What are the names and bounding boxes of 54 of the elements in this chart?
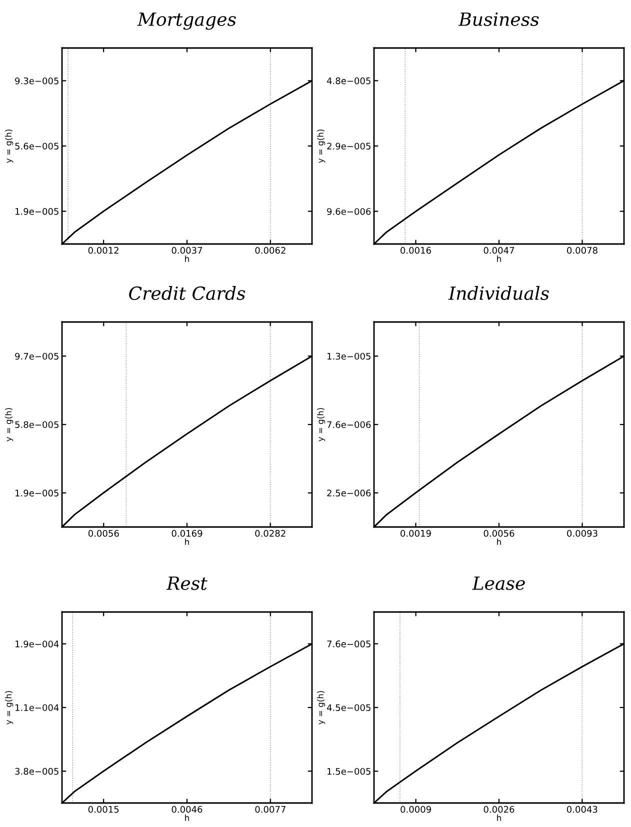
y-axis-title: y = g(h) <box>317 408 326 442</box>
y-tick-label: 1.9e−004 <box>16 640 59 648</box>
chart-title: Mortgages <box>137 12 236 30</box>
x-tick-label: 0.0077 <box>255 806 286 813</box>
y-tick-label: 2.9e−005 <box>327 142 370 150</box>
y-tick-label: 7.6e−005 <box>327 640 370 648</box>
y-axis-title: y = g(h) <box>317 130 326 163</box>
y-tick-label: 7.6e−006 <box>327 421 371 428</box>
y-axis-title: y = g(h) <box>317 691 326 724</box>
y-tick-label: 1.3e−005 <box>328 352 370 360</box>
y-tick-label: 5.8e−005 <box>15 421 58 428</box>
y-tick-label: 1.9e−005 <box>16 208 58 215</box>
x-tick-label: 0.0016 <box>400 246 431 254</box>
x-axis-title: h <box>185 814 189 821</box>
x-tick-label: 0.0062 <box>255 246 286 254</box>
chart-title: Lease <box>472 576 525 590</box>
x-tick-label: 0.0047 <box>484 246 514 254</box>
x-tick-label: 0.0282 <box>255 530 286 537</box>
y-tick-label: 1.1e−004 <box>16 704 59 712</box>
x-tick-label: 0.0056 <box>88 530 119 537</box>
x-tick-label: 0.0169 <box>172 530 202 537</box>
x-tick-label: 0.0078 <box>567 246 598 254</box>
y-tick-label: 9.6e−006 <box>327 208 371 215</box>
x-axis-title: h <box>497 538 501 545</box>
x-tick-label: 0.0026 <box>484 806 514 813</box>
x-axis-title: h <box>185 256 189 262</box>
x-tick-label: 0.0093 <box>567 530 598 537</box>
x-tick-label: 0.0037 <box>172 246 202 254</box>
x-tick-label: 0.0019 <box>400 530 431 537</box>
y-tick-label: 2.5e−006 <box>327 490 371 496</box>
y-axis-title: y = g(h) <box>5 130 14 163</box>
x-axis-title: h <box>497 256 501 262</box>
y-tick-label: 4.8e−005 <box>326 77 370 84</box>
x-tick-label: 0.0015 <box>88 806 119 813</box>
y-tick-label: 9.3e−005 <box>15 77 58 84</box>
x-axis-title: h <box>185 538 189 545</box>
y-tick-label: 1.5e−005 <box>328 768 370 775</box>
y-tick-label: 3.8e−005 <box>15 768 58 775</box>
chart-title: Credit Cards <box>129 286 246 300</box>
y-axis-title: y = g(h) <box>5 691 14 724</box>
x-tick-label: 0.0046 <box>172 806 202 813</box>
chart-title: Business <box>458 12 539 26</box>
x-tick-label: 0.0043 <box>566 806 598 813</box>
y-tick-label: 1.9e−005 <box>16 490 58 496</box>
x-tick-label: 0.0009 <box>400 806 431 813</box>
y-tick-label: 9.7e−005 <box>15 352 58 360</box>
chart-title: Individuals <box>448 286 549 300</box>
y-tick-label: 5.6e−005 <box>15 142 58 150</box>
x-tick-label: 0.0012 <box>88 246 118 254</box>
x-axis-title: h <box>497 814 501 821</box>
x-tick-label: 0.0056 <box>484 530 514 537</box>
chart-title: Rest <box>166 576 208 590</box>
y-tick-label: 4.5e−005 <box>326 704 370 712</box>
y-axis-title: y = g(h) <box>5 408 14 442</box>
